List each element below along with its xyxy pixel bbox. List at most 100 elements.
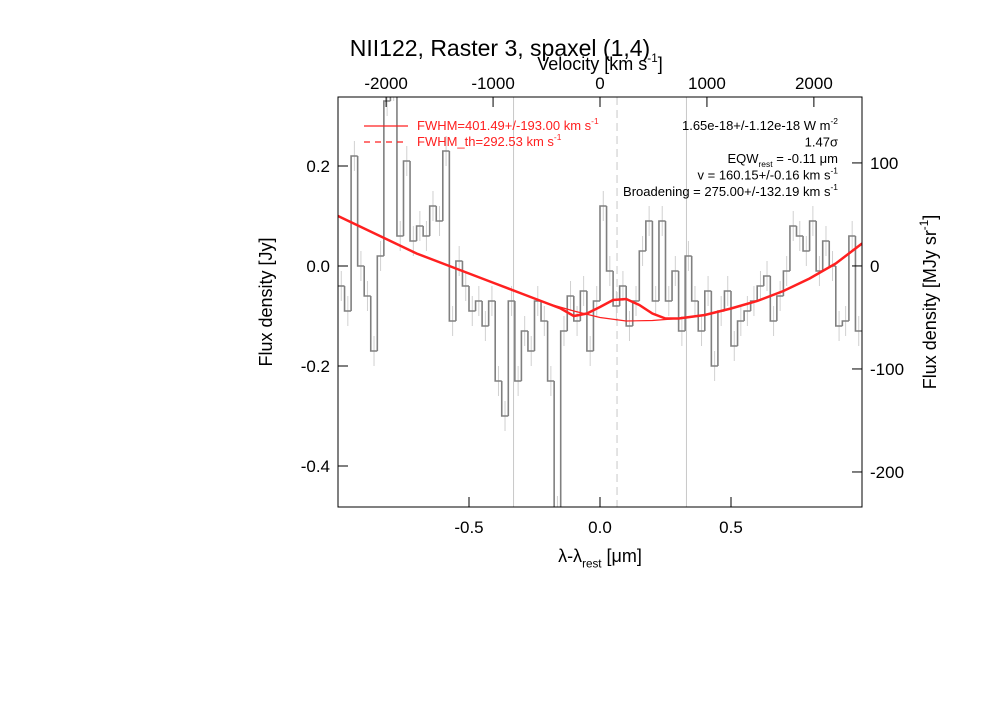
spectrum-step	[500, 381, 509, 417]
spectrum-step	[520, 330, 528, 381]
spectrum-step	[383, 100, 391, 256]
spectrum-step	[494, 301, 502, 382]
spectrum-step	[422, 226, 430, 237]
y2-tick-label: 0	[870, 257, 879, 276]
x-axis-label-part: [μm]	[602, 546, 642, 566]
spectrum-step	[782, 270, 790, 296]
stat-text-part: -1	[830, 182, 838, 192]
spectrum-step	[736, 320, 745, 346]
x2-axis-label-part: Velocity [km s	[537, 54, 647, 74]
spectrum-step	[573, 296, 581, 322]
spectrum-step	[435, 206, 443, 222]
legend-label-part: FWHM=401.49+/-193.00 km s	[417, 118, 592, 133]
y2-axis-label: Flux density [MJy sr-1]	[918, 215, 940, 389]
legend-label-part: -1	[554, 132, 562, 142]
spectrum-step	[835, 266, 843, 327]
spectrum-step	[710, 291, 718, 367]
spectrum-step	[461, 261, 469, 287]
spectrum-step	[559, 330, 568, 507]
spectrum-step	[507, 300, 515, 416]
x-axis-label: λ-λrest [μm]	[558, 546, 642, 570]
spectrum-step	[553, 381, 555, 507]
spectrum-step	[514, 301, 522, 382]
spectrum-step	[821, 240, 830, 271]
legend-label: FWHM_th=292.53 km s-1	[417, 132, 562, 149]
y-axis-label-part: Flux density [Jy]	[256, 237, 276, 366]
spectrum-step	[540, 301, 548, 322]
stat-text-part: Broadening = 275.00+/-132.19 km s	[623, 184, 831, 199]
spectrum-step	[396, 97, 404, 237]
stat-text-part: -1	[830, 166, 838, 176]
legend-label-part: FWHM_th=292.53 km s	[417, 134, 554, 149]
spectrum-step	[756, 285, 764, 301]
spectrum-step	[789, 225, 797, 271]
spectrum-step	[769, 276, 777, 322]
spectrum-step	[474, 300, 483, 311]
legend-label-part: -1	[591, 116, 599, 126]
spectrum-step	[356, 156, 365, 267]
spectrum-step	[677, 271, 686, 332]
x2-tick-label: 0	[595, 74, 604, 93]
spectrum-step	[723, 290, 731, 311]
spectrum-step	[343, 286, 352, 312]
spectrum-step	[776, 295, 784, 321]
spectrum-step	[448, 151, 456, 322]
spectrum-step	[697, 301, 705, 332]
stat-text-part: 1.47σ	[805, 135, 838, 150]
y-axis-label: Flux density [Jy]	[256, 237, 276, 366]
spectrum-step	[402, 160, 411, 236]
stat-text-part: rest	[759, 159, 774, 169]
spectrum-step	[743, 310, 751, 321]
spectrum-step	[487, 300, 496, 326]
spectrum-step	[612, 271, 620, 307]
spectrum-step	[363, 266, 371, 297]
spectrum-step	[684, 255, 692, 331]
spectrum-step	[566, 295, 574, 331]
spectrum-step	[795, 226, 804, 237]
y2-axis-label-part: ]	[920, 215, 940, 220]
stat-text-part: EQW	[727, 151, 759, 166]
spectrum-step	[481, 301, 489, 327]
spectrum-step	[376, 255, 384, 351]
spectrum-step	[350, 155, 358, 311]
fit-curve	[338, 215, 862, 322]
spectrum-step	[848, 235, 856, 321]
x2-axis-label-part: ]	[658, 54, 663, 74]
chart-title: NII122, Raster 3, spaxel (1,4)	[350, 35, 650, 61]
spectrum-step	[638, 250, 646, 301]
y2-axis-label-part: -1	[918, 220, 931, 230]
spectrum-step	[854, 236, 862, 332]
x-axis-label-part: λ-λ	[558, 546, 582, 566]
spectrum-step	[428, 205, 437, 236]
y2-tick-label: -100	[870, 360, 904, 379]
stat-text: 1.65e-18+/-1.12e-18 W m-2	[682, 116, 838, 133]
y2-tick-label: -200	[870, 463, 904, 482]
spectrum-step	[592, 300, 600, 351]
x-tick-label: -0.5	[454, 518, 483, 537]
y-tick-label: -0.4	[301, 457, 330, 476]
spectrum-step	[658, 220, 666, 301]
stat-text-part: 1.65e-18+/-1.12e-18 W m	[682, 118, 831, 133]
spectrum-step	[671, 270, 679, 301]
spectrum-step	[527, 331, 535, 352]
x-tick-label: 0.5	[719, 518, 743, 537]
x2-tick-label: -1000	[471, 74, 514, 93]
x2-axis-label-part: -1	[647, 52, 657, 65]
spectrum-step	[651, 221, 659, 302]
spectrum-step	[455, 260, 463, 321]
spectrum-step	[645, 220, 653, 251]
spectrum-step	[468, 286, 476, 312]
spectrum-step	[409, 161, 417, 242]
spectrum-step	[690, 256, 699, 302]
spectrum-step	[442, 150, 450, 221]
spectrum-step	[802, 236, 810, 252]
spectrum-step	[808, 220, 817, 251]
x2-axis-label: Velocity [km s-1]	[537, 52, 662, 74]
x-axis-label-part: rest	[582, 557, 602, 570]
stat-text: EQWrest = -0.11 μm	[727, 151, 838, 169]
stat-text: v = 160.15+/-0.16 km s-1	[698, 166, 839, 183]
spectrum-step	[762, 275, 771, 286]
spectrum-step	[599, 205, 607, 301]
spectrum-step	[369, 296, 378, 352]
